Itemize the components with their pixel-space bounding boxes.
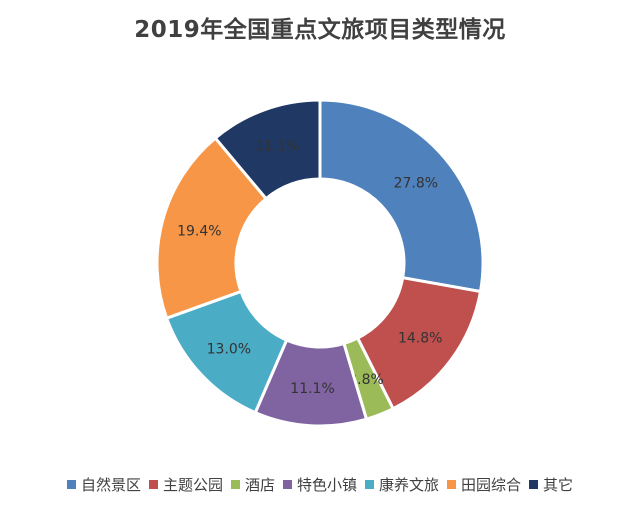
legend-label-7: 其它: [543, 476, 574, 494]
data-label-5: 13.0%: [207, 342, 251, 358]
data-label-2: 14.8%: [398, 331, 442, 347]
donut-slice-1: [318, 98, 485, 294]
legend-item-4: 特色小镇: [282, 474, 357, 495]
legend-swatch-5: [365, 480, 374, 489]
legend-item-5: 康养文旅: [365, 474, 439, 495]
donut-slice-7: [213, 98, 322, 201]
data-label-4: 11.1%: [290, 381, 334, 397]
legend-item-1: 自然景区: [66, 474, 141, 495]
legend-swatch-1: [66, 480, 76, 489]
legend-swatch-3: [230, 480, 240, 489]
legend-item-2: 主题公园: [148, 474, 223, 495]
legend-label-5: 康养文旅: [379, 476, 440, 494]
data-label-6: 19.4%: [177, 223, 221, 239]
chart-title: 2019年全国重点文旅项目类型情况: [134, 17, 506, 43]
legend-swatch-7: [529, 480, 539, 489]
legend-label-3: 酒店: [244, 476, 275, 494]
legend-item-6: 田园综合: [447, 474, 521, 495]
data-label-7: 11.1%: [255, 139, 299, 155]
legend-swatch-4: [282, 480, 292, 489]
legend-label-4: 特色小镇: [296, 476, 357, 494]
legend-label-6: 田园综合: [461, 476, 522, 494]
legend-label-1: 自然景区: [80, 476, 141, 494]
legend: 自然景区 主题公园 酒店 特色小镇 康养文旅 田园综合 其它: [0, 474, 640, 495]
donut-slice-6: [155, 135, 269, 321]
legend-swatch-6: [447, 480, 457, 489]
data-label-1: 27.8%: [394, 176, 438, 192]
legend-item-7: 其它: [529, 474, 573, 495]
legend-item-3: 酒店: [230, 474, 275, 495]
legend-swatch-2: [148, 480, 158, 489]
legend-label-2: 主题公园: [162, 476, 223, 494]
